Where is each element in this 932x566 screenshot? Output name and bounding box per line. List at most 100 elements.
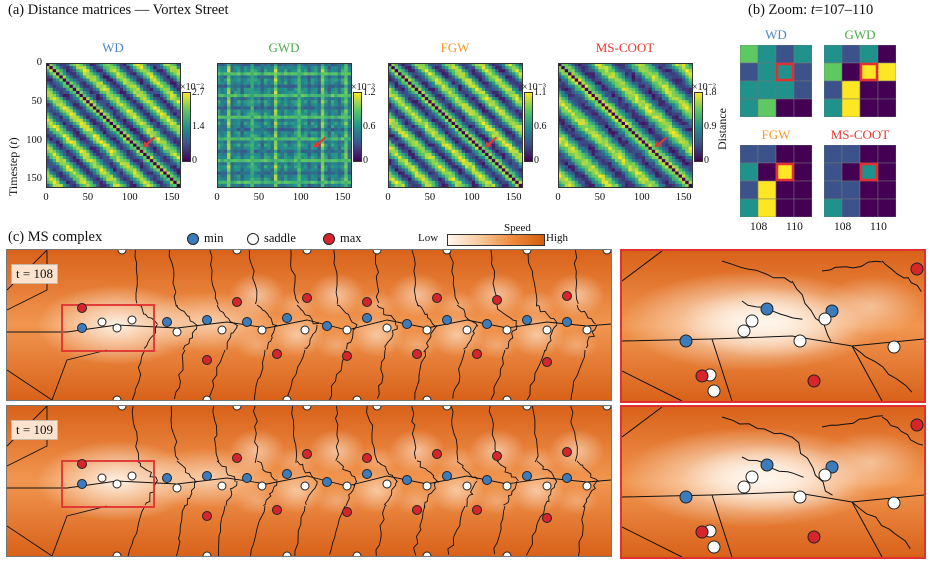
max-point	[77, 303, 87, 313]
zoom-title-0: WD	[765, 27, 787, 42]
zoom-saddle-point	[793, 490, 807, 504]
saddle-point	[442, 406, 452, 411]
colorbar-bot-0: 0	[192, 155, 197, 166]
zoom-highlight-box	[61, 460, 155, 508]
zoom-saddle-point	[707, 540, 721, 554]
matrix-xtick-3-3: 150	[675, 192, 692, 203]
min-point	[282, 469, 292, 479]
saddle-point	[422, 395, 432, 400]
max-point	[492, 451, 502, 461]
max-point	[412, 349, 422, 359]
min-point	[442, 471, 452, 481]
saddle-point	[232, 250, 242, 255]
saddle-point	[117, 250, 127, 255]
colorbar-top-0: 2.7	[192, 87, 205, 98]
matrix-xtick-2-1: 50	[424, 192, 436, 203]
saddle-point	[282, 395, 292, 400]
min-point	[162, 473, 172, 483]
zoom-title-3: MS-COOT	[830, 127, 890, 142]
matrix-title-1: GWD	[268, 40, 300, 55]
min-point	[482, 475, 492, 485]
saddle-point	[300, 325, 310, 335]
matrix-colorbar-2	[524, 92, 533, 162]
speed-low-label: Low	[418, 232, 439, 244]
zoom-saddle-point	[707, 384, 721, 398]
matrix-colorbar-3	[694, 92, 703, 162]
legend-min-label: min	[204, 231, 224, 245]
max-point	[432, 293, 442, 303]
max-point	[342, 507, 352, 517]
zoom-saddle-point	[818, 468, 832, 482]
zoom-highlight-box	[61, 304, 155, 352]
saddle-point	[300, 481, 310, 491]
matrix-heatmap-0	[46, 63, 181, 188]
saddle-point	[217, 481, 227, 491]
zoom-max-point	[910, 418, 924, 432]
colorbar-bot-1: 0	[363, 155, 368, 166]
zoom-max-point	[807, 530, 821, 544]
saddle-point	[382, 479, 392, 489]
colorbar-top-2: 1.1	[534, 87, 547, 98]
matrix-title-0: WD	[102, 40, 124, 55]
section-a-title: (a) Distance matrices — Vortex Street	[8, 2, 229, 18]
zoom-max-point	[807, 374, 821, 388]
min-point	[402, 475, 412, 485]
saddle-point	[112, 323, 122, 333]
saddle-point	[602, 406, 611, 411]
max-point	[232, 297, 242, 307]
max-point	[202, 355, 212, 365]
max-point	[472, 505, 482, 515]
zoom-xtick-3-0: 108	[834, 221, 852, 233]
min-point	[482, 319, 492, 329]
ms-zoom-panel-0	[620, 249, 926, 403]
distance-cb-label: Distance	[715, 108, 729, 150]
max-point	[302, 449, 312, 459]
matrix-colorbar-1	[353, 92, 362, 162]
min-point	[362, 313, 372, 323]
max-point	[77, 459, 87, 469]
saddle-point	[522, 250, 532, 255]
ms-panel-1: t = 109	[6, 405, 612, 557]
zoom-saddle-point	[818, 312, 832, 326]
max-point	[542, 513, 552, 523]
matrix-colorbar-0	[182, 92, 191, 162]
zoom-grid-1	[824, 45, 896, 117]
saddle-point	[172, 327, 182, 337]
min-point	[402, 319, 412, 329]
saddle-point	[217, 325, 227, 335]
colorbar-bot-2: 0	[534, 155, 539, 166]
matrix-xtick-0-3: 150	[163, 192, 180, 203]
max-point	[412, 505, 422, 515]
legend-max-marker	[323, 233, 335, 245]
saddle-point	[502, 325, 512, 335]
matrix-xtick-1-0: 0	[214, 192, 220, 203]
zoom-xtick-2-1: 110	[786, 221, 803, 233]
zoom-min-point	[679, 490, 693, 504]
colorbar-top-1: 1.2	[363, 87, 376, 98]
saddle-point	[302, 406, 312, 411]
saddle-point	[172, 483, 182, 493]
matrix-xtick-3-1: 50	[594, 192, 606, 203]
speed-high-label: High	[546, 232, 568, 244]
section-b-title: (b) Zoom: t=107–110	[748, 2, 874, 18]
max-point	[272, 505, 282, 515]
saddle-point	[522, 406, 532, 411]
saddle-point	[422, 481, 432, 491]
max-point	[362, 297, 372, 307]
colorbar-mid-1: 0.6	[363, 121, 376, 132]
zoom-min-point	[760, 302, 774, 316]
zoom-saddle-point	[887, 496, 901, 510]
saddle-point	[342, 325, 352, 335]
zoom-xtick-2-0: 108	[750, 221, 768, 233]
zoom-max-point	[695, 369, 709, 383]
colorbar-mid-2: 0.6	[534, 121, 547, 132]
colorbar-exponent-3: ×10⁻²	[692, 82, 716, 93]
legend-saddle-marker	[247, 233, 259, 245]
saddle-point	[422, 325, 432, 335]
matrix-xtick-0-2: 100	[121, 192, 138, 203]
min-point	[282, 313, 292, 323]
saddle-point	[502, 551, 512, 556]
saddle-point	[582, 325, 592, 335]
matrix-heatmap-2	[388, 63, 523, 188]
matrix-ytick-1: 50	[31, 95, 43, 107]
